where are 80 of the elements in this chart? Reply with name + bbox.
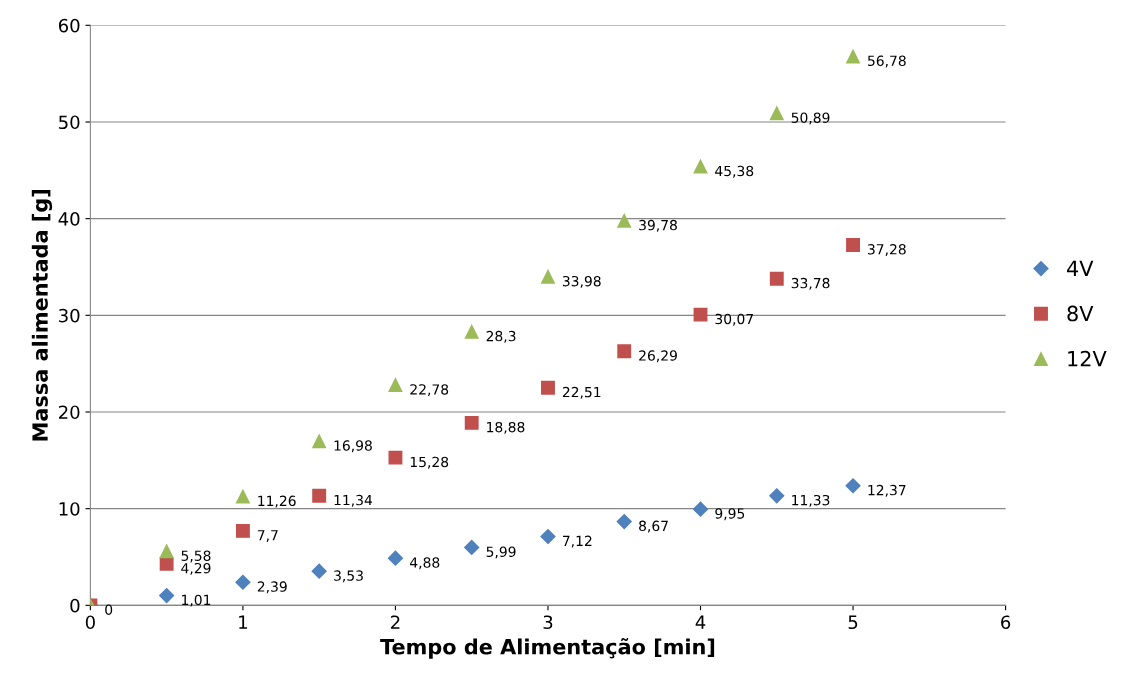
x-tick-label: 0	[85, 615, 95, 630]
point	[312, 434, 327, 449]
point	[464, 324, 479, 339]
data-label: 7,7	[257, 530, 278, 542]
point	[769, 271, 784, 286]
data-label: 50,89	[791, 112, 830, 125]
point	[388, 378, 403, 393]
data-label: 12,37	[868, 484, 906, 497]
point	[464, 539, 480, 556]
data-label: 26,29	[639, 350, 677, 363]
point	[159, 588, 175, 604]
y-tick-label: 40	[58, 212, 80, 226]
x-tick-label: 2	[391, 615, 400, 629]
legend-label: 4V	[1067, 260, 1094, 276]
y-tick-label: 10	[59, 502, 80, 516]
data-label: 30,07	[715, 313, 753, 326]
data-label: 8,67	[639, 520, 668, 533]
point	[541, 269, 555, 284]
point	[846, 49, 860, 64]
y-tick-label: 30	[59, 308, 80, 323]
data-label: 2,39	[257, 581, 287, 594]
data-label: 1,01	[182, 594, 211, 607]
data-label: 3,53	[334, 570, 363, 583]
data-label: 11,26	[258, 495, 296, 508]
y-tick-label: 0	[70, 598, 80, 613]
data-label: 28,3	[486, 330, 516, 343]
point	[616, 513, 632, 530]
point	[845, 478, 861, 494]
y-tick-label: 60	[58, 18, 80, 33]
point	[692, 501, 709, 517]
x-tick-label: 5	[848, 615, 858, 630]
y-tick-label: 50	[59, 115, 80, 130]
point	[693, 307, 708, 322]
data-label: 5,99	[486, 546, 516, 559]
data-label: 11,34	[334, 494, 373, 507]
point	[159, 544, 174, 559]
legend-label: 8V	[1067, 305, 1094, 322]
point	[235, 523, 250, 538]
data-label: 4,88	[410, 557, 440, 570]
point	[235, 574, 251, 590]
data-label: 39,78	[639, 219, 677, 232]
data-label: 7,12	[563, 535, 592, 548]
point	[617, 344, 632, 359]
point	[540, 528, 556, 545]
y-tick-label: 20	[59, 405, 80, 420]
data-label: 5,58	[181, 550, 211, 563]
point	[235, 489, 250, 504]
data-label: 56,78	[868, 55, 906, 68]
data-label: 33,98	[562, 275, 601, 288]
data-label: 15,28	[410, 456, 449, 469]
data-label: 9,95	[715, 508, 745, 521]
data-label: 0	[105, 604, 113, 615]
x-axis-title: Tempo de Alimentação [min]	[380, 638, 715, 659]
point	[387, 550, 404, 566]
legend-label: 12V	[1068, 350, 1107, 367]
data-label: 18,88	[487, 421, 525, 434]
y-axis-title: Massa alimentada [g]	[31, 190, 53, 441]
data-label: 45,38	[715, 165, 754, 178]
x-tick-label: 1	[239, 615, 247, 629]
data-label: 37,28	[867, 244, 906, 256]
x-tick-label: 6	[1001, 615, 1011, 630]
data-label: 22,51	[562, 386, 601, 399]
point	[846, 238, 860, 252]
point	[541, 380, 555, 395]
point	[693, 159, 708, 174]
point	[769, 106, 784, 121]
point	[159, 556, 174, 571]
data-label: 22,78	[410, 384, 449, 397]
x-tick-label: 4	[695, 615, 706, 629]
data-label: 16,98	[334, 440, 372, 453]
point	[388, 450, 403, 465]
data-label: 4,29	[181, 562, 211, 575]
point	[311, 563, 327, 579]
point	[464, 415, 479, 430]
point	[617, 213, 632, 228]
point	[312, 488, 327, 503]
data-label: 11,33	[792, 494, 830, 507]
x-tick-label: 3	[543, 615, 553, 630]
point	[769, 488, 785, 504]
data-label: 33,78	[791, 277, 830, 290]
